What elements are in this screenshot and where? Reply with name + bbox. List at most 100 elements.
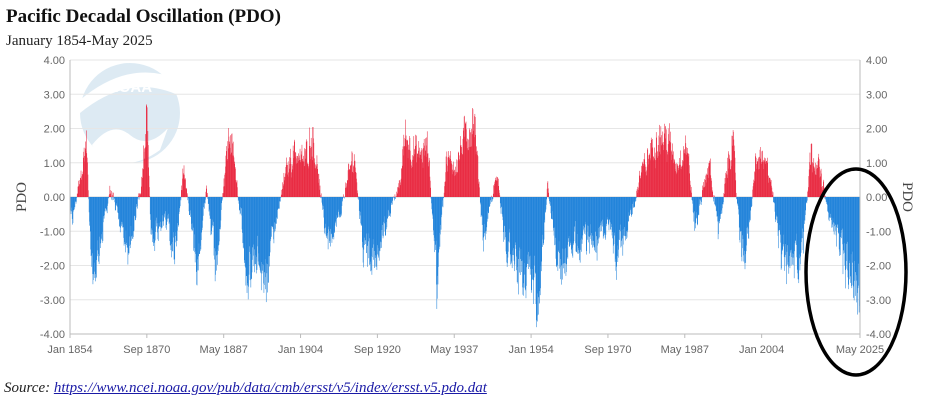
bar (454, 169, 455, 197)
bar (109, 185, 111, 197)
bar (383, 197, 385, 224)
bar (518, 197, 520, 251)
bar (625, 197, 627, 236)
bar (526, 197, 528, 264)
bar (542, 197, 544, 240)
bar (185, 188, 187, 197)
bar (133, 197, 134, 237)
bar (366, 197, 367, 254)
bar (181, 185, 182, 197)
bar (679, 168, 681, 197)
bar (647, 158, 649, 197)
bar (680, 164, 682, 197)
bar (451, 163, 453, 197)
bar (825, 197, 827, 202)
bar (479, 187, 480, 197)
bar (250, 197, 252, 279)
bar (515, 197, 517, 249)
bar (648, 155, 650, 197)
bar (813, 166, 814, 197)
bar (659, 151, 660, 197)
bar (298, 153, 299, 197)
bar (533, 197, 534, 304)
bar (439, 197, 440, 233)
bar (199, 197, 201, 254)
bar (364, 197, 365, 245)
bar (409, 136, 410, 197)
bar (606, 197, 607, 227)
bar (554, 197, 555, 246)
bar (840, 197, 841, 238)
bar (574, 197, 576, 222)
bar (247, 197, 249, 286)
bar (496, 177, 498, 197)
bar (706, 174, 708, 197)
bar (81, 179, 83, 197)
bar (320, 195, 321, 197)
bar (738, 197, 740, 228)
bar (645, 166, 646, 197)
bar (300, 162, 302, 197)
bar (548, 188, 549, 197)
bar (724, 178, 726, 197)
bar (716, 197, 718, 217)
bar (660, 126, 662, 197)
bar (640, 175, 642, 197)
bar (315, 164, 316, 197)
bar (273, 197, 275, 244)
bar (610, 197, 612, 230)
bar (81, 176, 82, 197)
bar (245, 197, 247, 277)
bar (669, 140, 670, 197)
bar (403, 134, 405, 197)
bar (837, 197, 839, 225)
bar (652, 139, 653, 197)
bar (402, 149, 403, 197)
bar (759, 149, 761, 197)
bar (272, 197, 274, 227)
bar (803, 197, 805, 221)
bar (315, 168, 317, 197)
bar (796, 197, 798, 270)
bar (559, 197, 561, 269)
bar (806, 197, 808, 204)
bar (389, 197, 391, 213)
bar (595, 197, 597, 232)
bar (241, 197, 243, 230)
bar (668, 128, 670, 197)
bar (677, 170, 679, 197)
bar (551, 197, 553, 220)
bar (752, 189, 753, 197)
bar (203, 197, 204, 208)
bar (231, 134, 232, 197)
bar (305, 158, 307, 197)
bar (624, 197, 626, 237)
bar (717, 197, 719, 240)
bar (244, 197, 245, 263)
bar (721, 197, 722, 214)
bar (839, 197, 841, 252)
bar (697, 197, 699, 216)
bar (571, 197, 573, 248)
bar (270, 197, 271, 242)
bar (291, 163, 293, 197)
bar (294, 139, 295, 197)
bar (858, 197, 860, 313)
bar (843, 197, 845, 244)
bar (514, 197, 516, 265)
bar (466, 129, 467, 197)
bar (334, 197, 336, 226)
bar (651, 148, 653, 197)
bar (267, 197, 268, 293)
bar (229, 144, 230, 197)
bar (795, 197, 797, 245)
bar (104, 197, 105, 216)
bar (573, 197, 575, 242)
bar (373, 197, 375, 245)
source-link[interactable]: https://www.ncei.noaa.gov/pub/data/cmb/e… (53, 380, 487, 396)
bar (655, 168, 656, 197)
bar (621, 197, 622, 241)
bar (627, 197, 629, 231)
bar (242, 197, 243, 233)
bar (363, 197, 364, 268)
